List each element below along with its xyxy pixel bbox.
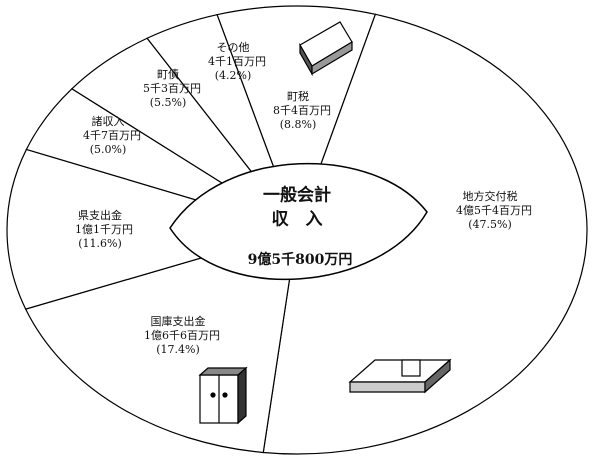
slice-label: 国庫支出金 (151, 314, 206, 328)
slice-percent: (5.0%) (90, 143, 127, 156)
slice-label: 町税 (287, 89, 309, 103)
money-icon (348, 358, 452, 394)
tax-icon (299, 21, 353, 77)
slice-percent: (47.5%) (468, 218, 512, 231)
slice-amount: 4千7百万円 (83, 129, 141, 142)
slice-label: 町債 (157, 67, 179, 81)
safe-icon (198, 366, 248, 425)
pie-slice (6, 148, 300, 310)
slice-percent: (8.8%) (280, 118, 317, 131)
slice-percent: (11.6%) (78, 237, 122, 250)
slice-amount: 4億5千4百万円 (456, 204, 532, 217)
slice-label: 諸収入 (92, 114, 125, 128)
slice-label: 地方交付税 (463, 189, 518, 203)
slice-amount: 4千1百万円 (208, 55, 266, 68)
slice-label: 県支出金 (78, 208, 122, 222)
center-total: 9億5千800万円 (248, 251, 353, 268)
pie-slice (216, 5, 377, 232)
slice-label: その他 (217, 41, 250, 54)
pie-slice (262, 13, 588, 455)
slice-amount: 1億6千6百万円 (144, 329, 220, 342)
center-title: 一般会計 (263, 185, 331, 206)
slice-percent: (5.5%) (150, 96, 187, 109)
center-subtitle: 収 入 (272, 210, 323, 230)
slice-percent: (4.2%) (215, 69, 252, 82)
slice-amount: 1億1千万円 (75, 223, 133, 236)
slice-amount: 5千3百万円 (143, 82, 201, 95)
center-shape (169, 162, 428, 281)
slice-amount: 8千4百万円 (273, 104, 331, 117)
slice-percent: (17.4%) (156, 343, 200, 356)
